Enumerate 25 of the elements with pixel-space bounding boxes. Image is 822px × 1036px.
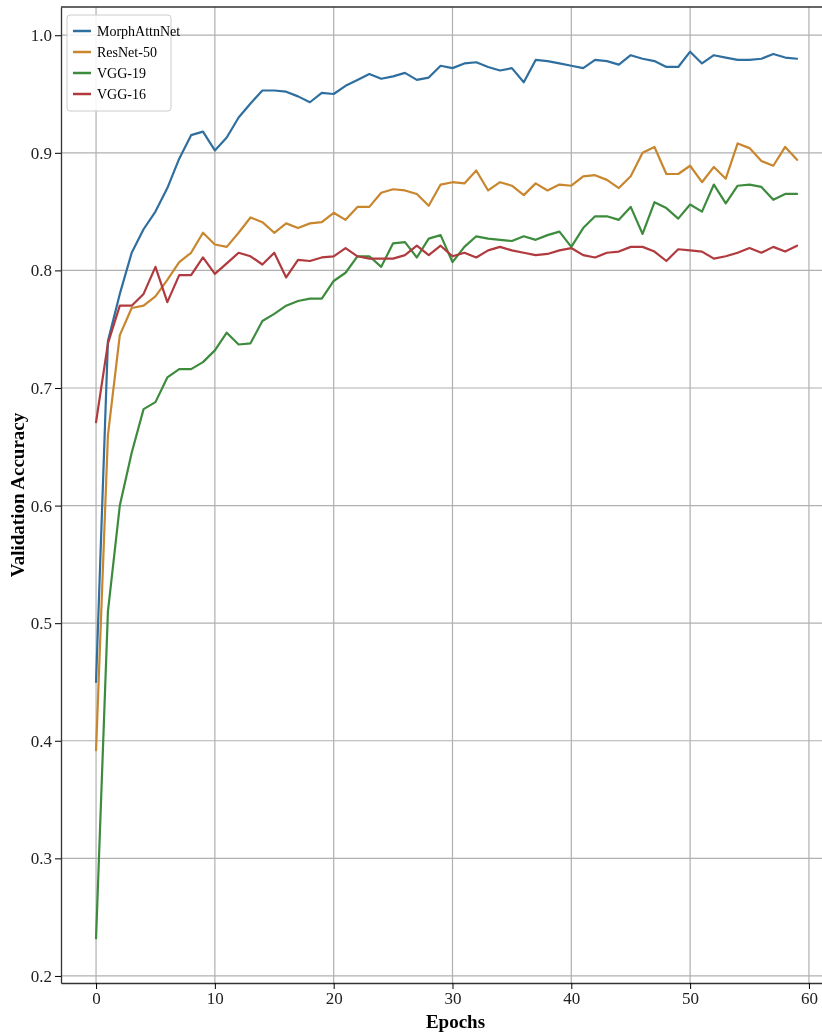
x-tick-label: 10 [206, 989, 224, 1009]
y-tick-label: 1.0 [30, 26, 52, 46]
legend-label: VGG-16 [97, 87, 146, 102]
y-tick-label: 0.5 [30, 614, 52, 634]
line-series [94, 183, 799, 940]
y-tick-label: 0.4 [30, 731, 53, 751]
x-tick-label: 30 [444, 989, 462, 1009]
x-tick-label: 40 [563, 989, 581, 1009]
line-series [94, 244, 799, 424]
legend-label: VGG-19 [97, 66, 146, 81]
y-axis-title: Validation Accuracy [7, 412, 28, 578]
y-tick-label: 0.8 [30, 261, 52, 281]
y-tick-label: 0.7 [30, 378, 53, 398]
y-tick-label: 0.9 [30, 143, 52, 163]
legend-label: ResNet-50 [97, 45, 157, 60]
x-tick-label: 50 [682, 989, 700, 1009]
x-tick-label: 20 [325, 989, 343, 1009]
y-tick-label: 0.3 [30, 849, 52, 869]
line-series [94, 142, 799, 752]
x-axis-title: Epochs [425, 1011, 486, 1032]
y-tick-label: 0.2 [30, 966, 52, 986]
legend-label: MorphAttnNet [97, 24, 181, 39]
y-tick-label: 0.6 [30, 496, 52, 516]
x-tick-label: 60 [800, 989, 818, 1009]
x-tick-label: 0 [92, 989, 101, 1009]
